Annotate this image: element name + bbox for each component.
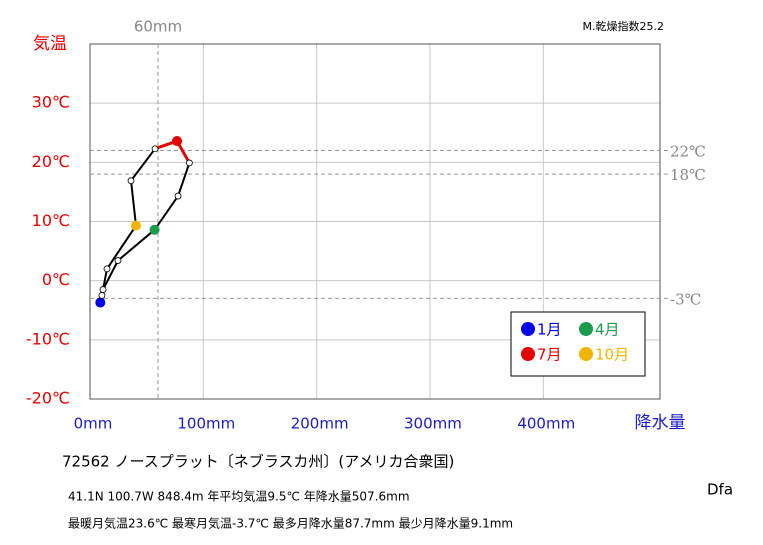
month-point [114,257,122,264]
legend-label: 7月 [537,346,562,364]
y-tick-label: 30℃ [32,93,70,112]
reference-label: 18℃ [670,166,706,184]
y-tick-label: 0℃ [42,270,70,289]
station: 72562 ノースプラット〔ネブラスカ州〕(アメリカ合衆国) [62,453,454,471]
month-point [174,192,182,200]
month-point [151,145,159,153]
reference-label: 22℃ [670,143,706,161]
legend-marker [521,347,535,361]
reference-label: -3℃ [670,290,701,308]
legend-label: 1月 [537,321,562,339]
month-point [95,297,106,308]
y-tick-label: -10℃ [26,329,70,348]
y-tick-label: 20℃ [32,152,70,171]
reference-label: 60mm [134,18,182,36]
plot-frame [89,43,661,400]
month-point [127,177,135,185]
climate-class: Dfa [707,481,733,499]
legend-marker [579,347,593,361]
month-point [131,220,142,231]
legend-label: 4月 [595,321,620,339]
y-tick-label: -20℃ [26,389,70,408]
month-point [185,159,193,167]
info-line: 最暖月気温23.6℃ 最寒月気温-3.7℃ 最多月降水量87.7mm 最少月降水… [68,516,513,531]
y-axis-label: 気温 [33,34,67,54]
month-point [103,265,111,273]
x-tick-label: 0mm [74,415,113,433]
info-line: 41.1N 100.7W 848.4m 年平均気温9.5℃ 年降水量507.6m… [68,489,410,504]
legend-marker [521,322,535,336]
legend-label: 10月 [595,346,629,364]
x-axis-label: 降水量 [635,413,686,433]
x-tick-label: 100mm [177,415,235,433]
aridity-label: M.乾燥指数25.2 [583,19,664,33]
y-tick-label: 10℃ [32,211,70,230]
month-point [98,292,106,299]
month-point [172,136,183,147]
month-point [149,224,160,235]
x-tick-label: 400mm [517,415,575,433]
month-point [99,286,107,293]
legend-marker [579,322,593,336]
legend-box [510,311,646,377]
x-tick-label: 300mm [404,415,462,433]
x-tick-label: 200mm [291,415,349,433]
